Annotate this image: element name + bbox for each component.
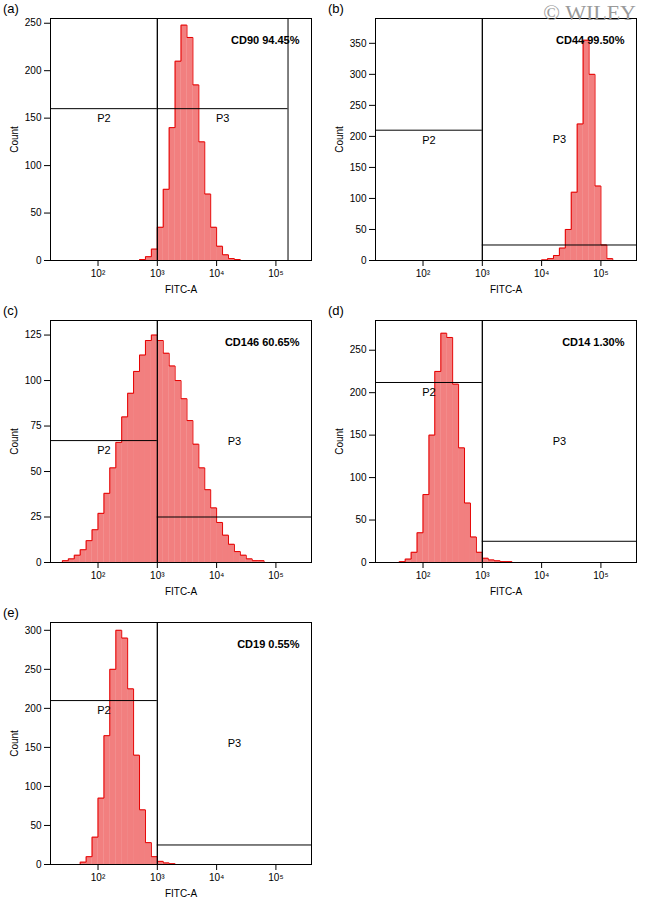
svg-text:350: 350 [350,38,367,49]
html-text:(a): (a) [3,1,19,16]
svg-text:10⁵: 10⁵ [268,268,283,279]
svg-text:10²: 10² [416,268,431,279]
svg-text:0: 0 [361,255,367,266]
svg-text:50: 50 [355,514,367,525]
svg-text:10²: 10² [416,570,431,581]
svg-text:300: 300 [25,625,42,636]
svg-text:10³: 10³ [475,268,490,279]
svg-text:150: 150 [25,112,42,123]
svg-text:100: 100 [25,375,42,386]
svg-text:50: 50 [30,820,42,831]
svg-text:150: 150 [350,162,367,173]
svg-text:Count: Count [9,126,20,153]
svg-text:P2: P2 [97,444,110,456]
svg-text:10⁴: 10⁴ [534,268,549,279]
html-text:(b): (b) [328,1,344,16]
svg-text:150: 150 [350,429,367,440]
svg-text:P3: P3 [228,737,241,749]
svg-text:10⁵: 10⁵ [593,570,608,581]
svg-text:100: 100 [25,781,42,792]
svg-text:150: 150 [25,742,42,753]
svg-text:Count: Count [334,126,345,153]
svg-text:10²: 10² [91,872,106,883]
svg-text:25: 25 [30,511,42,522]
svg-text:FITC-A: FITC-A [165,284,198,295]
svg-text:250: 250 [25,664,42,675]
svg-text:250: 250 [350,344,367,355]
svg-text:250: 250 [25,17,42,28]
svg-text:200: 200 [25,65,42,76]
svg-text:10³: 10³ [150,570,165,581]
svg-text:0: 0 [36,255,42,266]
svg-text:50: 50 [30,207,42,218]
svg-text:P3: P3 [216,112,229,124]
svg-text:100: 100 [350,472,367,483]
svg-text:CD90 94.45%: CD90 94.45% [231,34,300,46]
svg-text:CD14 1.30%: CD14 1.30% [562,336,625,348]
svg-text:75: 75 [30,420,42,431]
svg-text:P2: P2 [97,704,110,716]
svg-text:50: 50 [30,466,42,477]
svg-text:200: 200 [25,703,42,714]
svg-text:0: 0 [361,557,367,568]
svg-text:10²: 10² [91,268,106,279]
svg-text:10⁴: 10⁴ [209,268,224,279]
svg-text:CD146 60.65%: CD146 60.65% [225,336,300,348]
svg-text:P3: P3 [228,435,241,447]
svg-text:Count: Count [9,428,20,455]
svg-text:10⁵: 10⁵ [268,570,283,581]
svg-text:FITC-A: FITC-A [490,586,523,597]
svg-text:300: 300 [350,69,367,80]
svg-text:Count: Count [9,730,20,757]
svg-text:10³: 10³ [150,872,165,883]
svg-text:10⁵: 10⁵ [268,872,283,883]
svg-text:250: 250 [350,100,367,111]
svg-text:P2: P2 [97,112,110,124]
svg-text:10⁴: 10⁴ [209,872,224,883]
svg-text:10²: 10² [91,570,106,581]
svg-text:FITC-A: FITC-A [165,586,198,597]
svg-text:FITC-A: FITC-A [165,888,198,899]
svg-text:200: 200 [350,387,367,398]
svg-text:50: 50 [355,224,367,235]
svg-text:P3: P3 [553,435,566,447]
html-text:(c): (c) [3,303,19,318]
svg-text:Count: Count [334,428,345,455]
svg-text:P2: P2 [422,386,435,398]
html-text:(e): (e) [3,605,19,620]
svg-text:P2: P2 [422,134,435,146]
svg-text:10⁵: 10⁵ [593,268,608,279]
svg-text:CD44 99.50%: CD44 99.50% [556,34,625,46]
svg-text:10⁴: 10⁴ [534,570,549,581]
svg-text:CD19 0.55%: CD19 0.55% [237,638,300,650]
svg-text:100: 100 [25,160,42,171]
svg-text:10³: 10³ [150,268,165,279]
svg-text:10³: 10³ [475,570,490,581]
svg-text:10⁴: 10⁴ [209,570,224,581]
svg-text:0: 0 [36,859,42,870]
html-text:(d): (d) [328,303,344,318]
svg-text:100: 100 [350,193,367,204]
html-text:© WILEY: © WILEY [543,0,636,25]
svg-text:P3: P3 [553,133,566,145]
svg-text:125: 125 [25,329,42,340]
svg-text:FITC-A: FITC-A [490,284,523,295]
svg-text:0: 0 [36,557,42,568]
svg-text:200: 200 [350,131,367,142]
